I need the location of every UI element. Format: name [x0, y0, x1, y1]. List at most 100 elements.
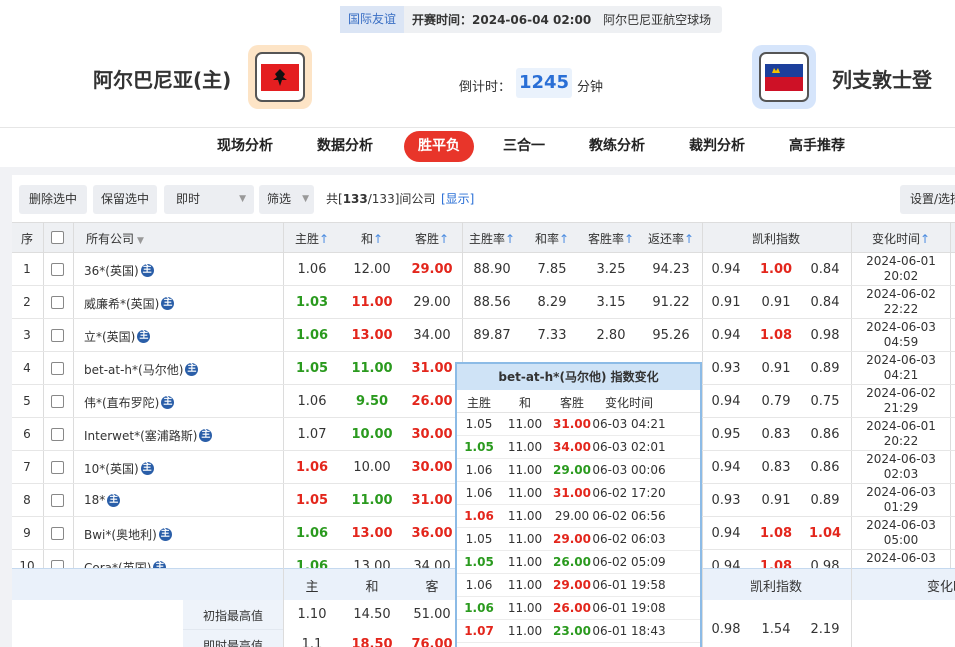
nav-tab[interactable]: 三合一 — [503, 138, 545, 154]
summary-value: 14.50 — [353, 607, 391, 622]
company-name: 10*(英国) 主 — [84, 460, 154, 477]
popup-time: 06-02 17:20 — [592, 486, 666, 500]
kelly-value: 0.91 — [761, 361, 791, 376]
company-text: 36*(英国) — [84, 264, 139, 278]
kelly-value: 1.00 — [759, 262, 793, 277]
countdown-label: 倒计时： — [459, 80, 512, 95]
company-text: Bwi*(奥地利) — [84, 528, 157, 542]
popup-header-line — [457, 412, 700, 413]
header-divider — [0, 127, 955, 128]
column-header[interactable]: 所有公司 ▼ — [86, 232, 144, 246]
nav-tab[interactable]: 教练分析 — [589, 138, 645, 154]
toolbar-button[interactable]: 删除选中 — [19, 185, 87, 214]
change-time: 20:02 — [883, 269, 919, 283]
nav-tab[interactable]: 现场分析 — [217, 138, 273, 154]
row-index: 4 — [23, 361, 31, 375]
header-checkbox[interactable] — [51, 231, 64, 244]
popup-odds: 11.00 — [507, 601, 543, 615]
summary-label-cell — [183, 600, 283, 630]
rate-value: 89.87 — [473, 328, 511, 343]
summary-kelly: 2.19 — [810, 622, 840, 637]
row-checkbox[interactable] — [51, 296, 64, 309]
popup-odds: 11.00 — [507, 509, 543, 523]
nav-tab[interactable]: 高手推荐 — [789, 138, 845, 154]
nav-tab[interactable]: 裁判分析 — [689, 138, 745, 154]
dropdown-arrow: ▼ — [239, 194, 246, 204]
popup-odds: 26.00 — [553, 555, 591, 569]
change-time: 2024-06-03 — [866, 485, 936, 499]
column-header[interactable]: 和率↑ — [534, 232, 570, 246]
company-name: 伟*(直布罗陀) 主 — [84, 394, 175, 411]
popup-odds: 31.00 — [553, 486, 591, 500]
summary-column: 主 — [305, 580, 319, 595]
rate-value: 88.56 — [473, 295, 511, 310]
odds-value: 1.06 — [295, 460, 329, 475]
row-checkbox[interactable] — [51, 329, 64, 342]
row-line — [12, 285, 955, 286]
odds-value: 29.00 — [413, 295, 451, 310]
row-checkbox[interactable] — [51, 461, 64, 474]
kelly-value: 0.86 — [810, 427, 840, 442]
company-name: 18* 主 — [84, 493, 121, 507]
odds-value: 1.06 — [297, 394, 327, 409]
column-header[interactable]: 主胜↑ — [294, 232, 330, 246]
summary-value: 1.10 — [297, 607, 327, 622]
kelly-value: 0.94 — [711, 328, 741, 343]
column-divider — [950, 222, 951, 647]
column-header[interactable]: 返还率↑ — [647, 232, 695, 246]
row-checkbox[interactable] — [51, 494, 64, 507]
away-flag-frame — [759, 52, 809, 102]
odds-value: 1.03 — [295, 295, 329, 310]
column-header[interactable]: 变化时间↑ — [871, 232, 931, 246]
home-icon: 主 — [161, 297, 175, 310]
kelly-value: 0.79 — [761, 394, 791, 409]
popup-odds: 34.00 — [553, 440, 591, 454]
odds-history-popup: bet-at-h*(马尔他) 指数变化 主胜 和 客胜 变化时间 1.05 11.00 31.… — [457, 364, 700, 647]
row-checkbox[interactable] — [51, 527, 64, 540]
show-link[interactable]: [显示] — [441, 192, 475, 206]
row-checkbox[interactable] — [51, 428, 64, 441]
popup-column: 客胜 — [559, 396, 585, 410]
row-checkbox[interactable] — [51, 395, 64, 408]
kelly-value: 0.86 — [810, 460, 840, 475]
toolbar-button[interactable]: 保留选中 — [93, 185, 157, 214]
column-header: 序 — [20, 232, 34, 246]
mode-select[interactable]: 即时 ▼ — [164, 185, 254, 214]
kelly-value: 0.91 — [761, 493, 791, 508]
odds-value: 1.05 — [295, 493, 329, 508]
summary-column: 和 — [365, 580, 379, 595]
popup-odds: 1.06 — [464, 601, 494, 615]
home-icon: 主 — [140, 462, 154, 475]
change-time: 20:22 — [883, 434, 919, 448]
company-text: 18* — [84, 493, 106, 507]
kelly-value: 1.08 — [759, 526, 793, 541]
popup-row-line — [457, 458, 700, 459]
odds-value: 26.00 — [411, 394, 453, 409]
rate-value: 3.15 — [596, 295, 626, 310]
row-checkbox[interactable] — [51, 362, 64, 375]
row-checkbox[interactable] — [51, 263, 64, 276]
nav-tab[interactable]: 数据分析 — [317, 138, 373, 154]
summary-label-cell — [183, 630, 283, 647]
column-header[interactable]: 客胜↑ — [414, 232, 450, 246]
popup-row-line — [457, 596, 700, 597]
nav-tab[interactable]: 胜平负 — [404, 131, 474, 162]
column-header[interactable]: 和↑ — [360, 232, 384, 246]
popup-odds: 11.00 — [507, 532, 543, 546]
rate-value: 3.25 — [596, 262, 626, 277]
rate-value: 7.85 — [537, 262, 567, 277]
row-index: 9 — [23, 526, 31, 540]
company-text: 伟*(直布罗陀) — [84, 396, 160, 410]
rate-value: 88.90 — [473, 262, 511, 277]
popup-time: 06-03 04:21 — [592, 417, 666, 431]
popup-odds: 1.05 — [465, 532, 493, 546]
row-index: 5 — [23, 394, 31, 408]
column-header[interactable]: 客胜率↑ — [587, 232, 635, 246]
settings-button[interactable]: 设置/选择 — [900, 185, 955, 214]
home-icon: 主 — [199, 429, 213, 442]
popup-time: 06-02 06:03 — [592, 532, 666, 546]
kelly-value: 0.84 — [810, 262, 840, 277]
column-header[interactable]: 主胜率↑ — [468, 232, 516, 246]
change-time: 2024-06-03 — [866, 551, 936, 565]
filter-select[interactable]: 筛选 ▼ — [259, 185, 314, 214]
